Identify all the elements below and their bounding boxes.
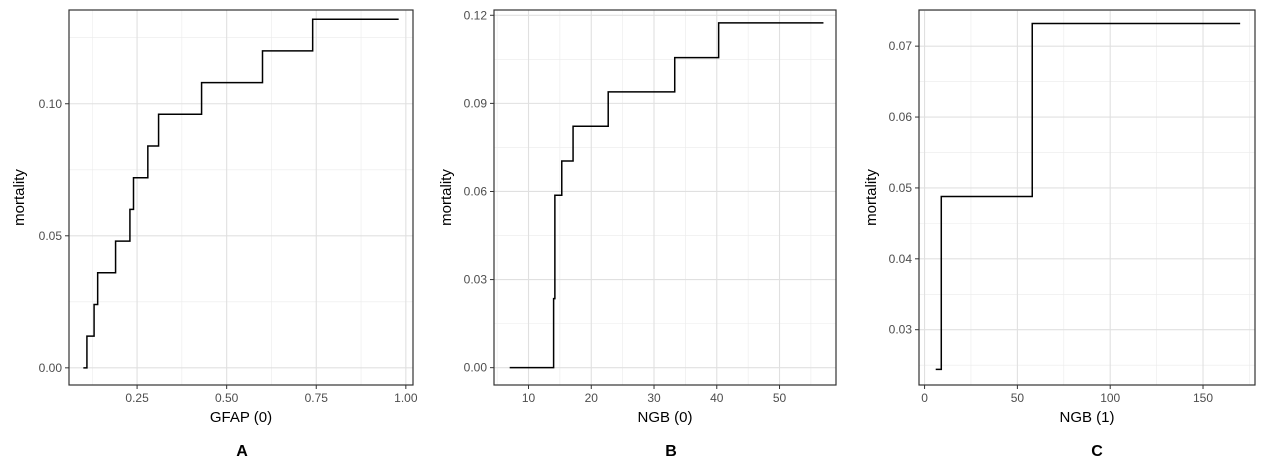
chart-panel-c: 0 50 100 150 0.03 0.04 0.05 0.06 0.07 NGB (1) mort… (863, 10, 1255, 460)
y-tick-label: 0.05 (889, 181, 913, 195)
y-tick-label: 0.00 (464, 361, 488, 375)
y-tick-label: 0.03 (464, 273, 488, 287)
x-tick-label: 1.00 (394, 391, 418, 405)
x-tick-label: 0.25 (125, 391, 149, 405)
panel-label: C (1091, 443, 1103, 460)
x-tick-label: 100 (1100, 391, 1120, 405)
y-tick-label: 0.05 (39, 229, 63, 243)
y-tick-label: 0.00 (39, 361, 63, 375)
y-axis-title: mortality (438, 169, 455, 226)
x-tick-label: 0.75 (305, 391, 329, 405)
y-tick-label: 0.09 (464, 96, 488, 110)
plot-background (919, 10, 1255, 385)
y-tick-label: 0.12 (464, 8, 488, 22)
y-tick-label: 0.06 (464, 184, 488, 198)
y-tick-label: 0.04 (889, 252, 913, 266)
y-tick-label: 0.03 (889, 323, 913, 337)
x-tick-label: 30 (647, 391, 661, 405)
chart-panel-a: 0.25 0.50 0.75 1.00 0.00 0.05 0.10 GFAP (0) mort… (11, 10, 418, 460)
x-tick-label: 0.50 (215, 391, 239, 405)
y-tick-label: 0.06 (889, 110, 913, 124)
x-axis-title: NGB (0) (637, 409, 692, 426)
y-tick-label: 0.10 (39, 97, 63, 111)
x-tick-label: 10 (522, 391, 536, 405)
plot-background (69, 10, 413, 385)
x-tick-label: 0 (921, 391, 928, 405)
x-tick-label: 50 (1011, 391, 1025, 405)
x-axis-title: NGB (1) (1059, 409, 1114, 426)
y-tick-label: 0.07 (889, 39, 913, 53)
x-tick-label: 40 (710, 391, 724, 405)
y-axis-title: mortality (11, 169, 28, 226)
chart-panel-b: 10 20 30 40 50 0.00 0.03 0.06 0.09 0.12 NGB (0) mor… (438, 8, 836, 460)
y-axis-title: mortality (863, 169, 880, 226)
panel-label: A (236, 443, 248, 460)
plot-background (494, 10, 836, 385)
x-axis-title: GFAP (0) (210, 409, 272, 426)
x-tick-label: 50 (773, 391, 787, 405)
panel-label: B (665, 443, 677, 460)
x-tick-label: 150 (1193, 391, 1213, 405)
x-tick-label: 20 (585, 391, 599, 405)
